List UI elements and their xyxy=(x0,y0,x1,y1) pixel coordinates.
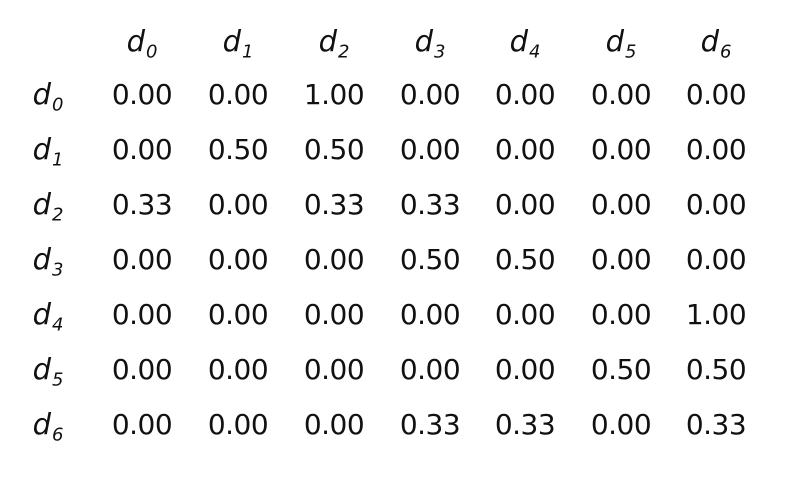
matrix-cell-r1-c1: 0.50 xyxy=(207,133,269,166)
column-label-base: d xyxy=(509,24,528,59)
matrix-cell-r4-c1: 0.00 xyxy=(207,298,269,331)
matrix-cell-r5-c4: 0.00 xyxy=(494,353,556,386)
matrix-cell-r0-c5: 0.00 xyxy=(590,78,652,111)
column-label-index: 0 xyxy=(145,41,158,63)
column-label-base: d xyxy=(126,24,145,59)
row-label-index: 2 xyxy=(51,204,64,226)
row-label-d4: d4 xyxy=(32,297,64,334)
column-label-base: d xyxy=(605,24,624,59)
matrix-cell-r2-c2: 0.33 xyxy=(303,188,365,221)
row-label-d1: d1 xyxy=(32,132,64,169)
column-label-d6: d6 xyxy=(700,24,732,61)
matrix-cell-r4-c0: 0.00 xyxy=(111,298,173,331)
column-label-index: 2 xyxy=(337,41,350,63)
matrix-cell-r6-c6: 0.33 xyxy=(685,408,747,441)
matrix-cell-r0-c3: 0.00 xyxy=(399,78,461,111)
matrix-cell-r2-c3: 0.33 xyxy=(399,188,461,221)
column-label-base: d xyxy=(222,24,241,59)
column-label-index: 5 xyxy=(624,41,637,63)
matrix-cell-r4-c6: 1.00 xyxy=(685,298,747,331)
matrix-cell-r1-c6: 0.00 xyxy=(685,133,747,166)
matrix-cell-r1-c5: 0.00 xyxy=(590,133,652,166)
matrix-cell-r2-c4: 0.00 xyxy=(494,188,556,221)
column-label-index: 6 xyxy=(719,41,732,63)
matrix-cell-r0-c6: 0.00 xyxy=(685,78,747,111)
matrix-cell-r0-c1: 0.00 xyxy=(207,78,269,111)
row-label-d3: d3 xyxy=(32,242,64,279)
column-label-base: d xyxy=(414,24,433,59)
row-label-d5: d5 xyxy=(32,352,64,389)
matrix-cell-r5-c3: 0.00 xyxy=(399,353,461,386)
row-label-base: d xyxy=(32,407,51,442)
matrix-cell-r0-c2: 1.00 xyxy=(303,78,365,111)
column-label-index: 1 xyxy=(241,41,254,63)
column-label-d1: d1 xyxy=(222,24,254,61)
matrix-cell-r6-c5: 0.00 xyxy=(590,408,652,441)
matrix-cell-r3-c2: 0.00 xyxy=(303,243,365,276)
matrix-cell-r1-c2: 0.50 xyxy=(303,133,365,166)
row-label-index: 0 xyxy=(51,94,64,116)
matrix-cell-r3-c0: 0.00 xyxy=(111,243,173,276)
matrix-cell-r3-c5: 0.00 xyxy=(590,243,652,276)
row-label-d0: d0 xyxy=(32,77,64,114)
row-label-index: 4 xyxy=(51,314,64,336)
matrix-cell-r3-c4: 0.50 xyxy=(494,243,556,276)
row-label-base: d xyxy=(32,297,51,332)
matrix-cell-r0-c4: 0.00 xyxy=(494,78,556,111)
matrix-cell-r2-c6: 0.00 xyxy=(685,188,747,221)
matrix-cell-r5-c2: 0.00 xyxy=(303,353,365,386)
column-label-index: 4 xyxy=(528,41,541,63)
matrix-cell-r6-c3: 0.33 xyxy=(399,408,461,441)
matrix-cell-r6-c1: 0.00 xyxy=(207,408,269,441)
column-label-d3: d3 xyxy=(414,24,446,61)
row-label-index: 3 xyxy=(51,259,64,281)
column-label-base: d xyxy=(700,24,719,59)
row-label-base: d xyxy=(32,242,51,277)
column-label-d4: d4 xyxy=(509,24,541,61)
matrix-cell-r6-c4: 0.33 xyxy=(494,408,556,441)
row-label-base: d xyxy=(32,352,51,387)
column-label-d0: d0 xyxy=(126,24,158,61)
matrix-cell-r2-c0: 0.33 xyxy=(111,188,173,221)
row-label-index: 5 xyxy=(51,369,64,391)
matrix-cell-r4-c3: 0.00 xyxy=(399,298,461,331)
matrix-cell-r3-c3: 0.50 xyxy=(399,243,461,276)
row-label-d6: d6 xyxy=(32,407,64,444)
column-label-d5: d5 xyxy=(605,24,637,61)
matrix-cell-r4-c4: 0.00 xyxy=(494,298,556,331)
matrix-cell-r5-c5: 0.50 xyxy=(590,353,652,386)
column-label-d2: d2 xyxy=(318,24,350,61)
matrix-cell-r2-c1: 0.00 xyxy=(207,188,269,221)
column-label-index: 3 xyxy=(433,41,446,63)
matrix-cell-r5-c0: 0.00 xyxy=(111,353,173,386)
matrix-cell-r1-c3: 0.00 xyxy=(399,133,461,166)
row-label-base: d xyxy=(32,132,51,167)
row-label-d2: d2 xyxy=(32,187,64,224)
matrix-cell-r5-c1: 0.00 xyxy=(207,353,269,386)
matrix-cell-r1-c4: 0.00 xyxy=(494,133,556,166)
matrix-cell-r0-c0: 0.00 xyxy=(111,78,173,111)
matrix-cell-r4-c2: 0.00 xyxy=(303,298,365,331)
matrix-cell-r6-c0: 0.00 xyxy=(111,408,173,441)
matrix-cell-r3-c1: 0.00 xyxy=(207,243,269,276)
matrix-cell-r4-c5: 0.00 xyxy=(590,298,652,331)
column-label-base: d xyxy=(318,24,337,59)
matrix-cell-r1-c0: 0.00 xyxy=(111,133,173,166)
matrix-cell-r3-c6: 0.00 xyxy=(685,243,747,276)
matrix-cell-r2-c5: 0.00 xyxy=(590,188,652,221)
matrix-cell-r5-c6: 0.50 xyxy=(685,353,747,386)
row-label-base: d xyxy=(32,187,51,222)
matrix-cell-r6-c2: 0.00 xyxy=(303,408,365,441)
row-label-base: d xyxy=(32,77,51,112)
row-label-index: 1 xyxy=(51,149,64,171)
row-label-index: 6 xyxy=(51,424,64,446)
